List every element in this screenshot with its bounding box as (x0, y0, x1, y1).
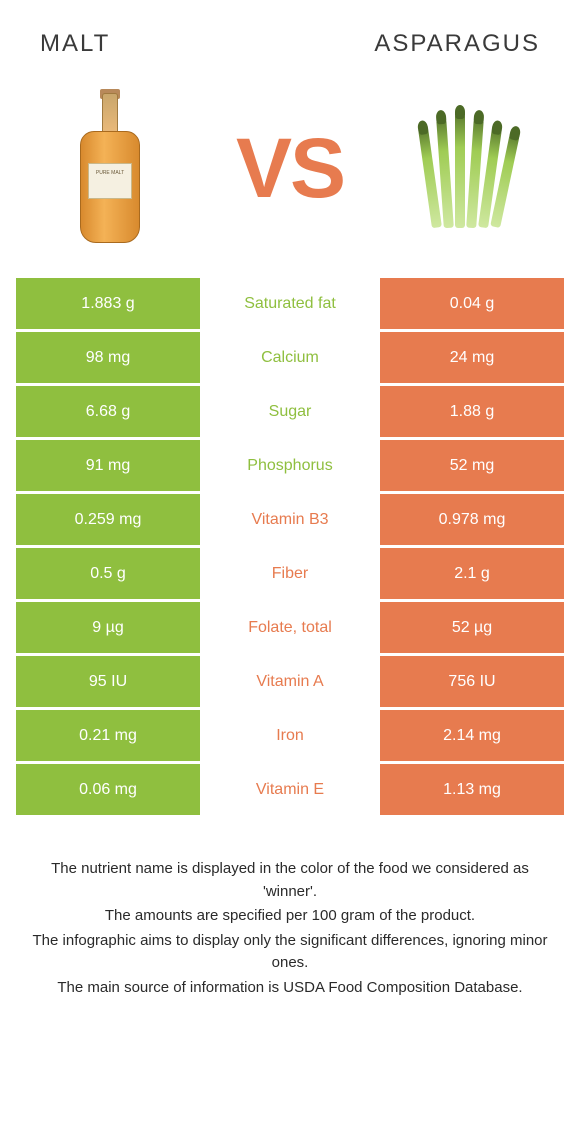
nutrient-label-cell: Folate, total (200, 602, 380, 656)
asparagus-icon (400, 108, 540, 228)
right-value-cell: 2.14 mg (380, 710, 564, 764)
table-row: 0.06 mgVitamin E1.13 mg (16, 764, 564, 818)
nutrient-label-cell: Vitamin E (200, 764, 380, 818)
right-value-cell: 0.978 mg (380, 494, 564, 548)
right-image (400, 88, 540, 248)
comparison-table: 1.883 gSaturated fat0.04 g98 mgCalcium24… (16, 278, 564, 818)
right-title: ASPARAGUS (374, 30, 540, 58)
table-row: 91 mgPhosphorus52 mg (16, 440, 564, 494)
right-value-cell: 756 IU (380, 656, 564, 710)
left-value-cell: 95 IU (16, 656, 200, 710)
footer-line: The nutrient name is displayed in the co… (30, 858, 550, 903)
table-row: 6.68 gSugar1.88 g (16, 386, 564, 440)
left-value-cell: 0.21 mg (16, 710, 200, 764)
nutrient-label-cell: Saturated fat (200, 278, 380, 332)
left-value-cell: 98 mg (16, 332, 200, 386)
footer-line: The amounts are specified per 100 gram o… (30, 905, 550, 928)
malt-bottle-icon: PURE MALT (80, 93, 140, 243)
table-row: 9 µgFolate, total52 µg (16, 602, 564, 656)
right-value-cell: 52 mg (380, 440, 564, 494)
nutrient-label-cell: Sugar (200, 386, 380, 440)
table-row: 98 mgCalcium24 mg (16, 332, 564, 386)
table-row: 0.21 mgIron2.14 mg (16, 710, 564, 764)
right-value-cell: 1.13 mg (380, 764, 564, 818)
left-title: MALT (40, 30, 110, 58)
hero-row: PURE MALT VS (0, 68, 580, 278)
table-row: 95 IUVitamin A756 IU (16, 656, 564, 710)
right-value-cell: 1.88 g (380, 386, 564, 440)
nutrient-label-cell: Vitamin A (200, 656, 380, 710)
nutrient-label-cell: Fiber (200, 548, 380, 602)
infographic-container: MALT ASPARAGUS PURE MALT VS 1.883 gSatur… (0, 0, 580, 999)
nutrient-label-cell: Phosphorus (200, 440, 380, 494)
left-value-cell: 0.259 mg (16, 494, 200, 548)
nutrient-label-cell: Calcium (200, 332, 380, 386)
footer-notes: The nutrient name is displayed in the co… (0, 818, 580, 999)
table-row: 1.883 gSaturated fat0.04 g (16, 278, 564, 332)
left-value-cell: 91 mg (16, 440, 200, 494)
left-value-cell: 0.5 g (16, 548, 200, 602)
table-row: 0.5 gFiber2.1 g (16, 548, 564, 602)
right-value-cell: 2.1 g (380, 548, 564, 602)
left-value-cell: 0.06 mg (16, 764, 200, 818)
nutrient-label-cell: Vitamin B3 (200, 494, 380, 548)
left-value-cell: 6.68 g (16, 386, 200, 440)
table-row: 0.259 mgVitamin B30.978 mg (16, 494, 564, 548)
footer-line: The main source of information is USDA F… (30, 977, 550, 1000)
bottle-label: PURE MALT (88, 163, 132, 199)
right-value-cell: 52 µg (380, 602, 564, 656)
footer-line: The infographic aims to display only the… (30, 930, 550, 975)
left-value-cell: 1.883 g (16, 278, 200, 332)
right-value-cell: 0.04 g (380, 278, 564, 332)
titles-row: MALT ASPARAGUS (0, 0, 580, 68)
right-value-cell: 24 mg (380, 332, 564, 386)
nutrient-label-cell: Iron (200, 710, 380, 764)
vs-text: VS (236, 120, 344, 217)
left-value-cell: 9 µg (16, 602, 200, 656)
left-image: PURE MALT (40, 88, 180, 248)
